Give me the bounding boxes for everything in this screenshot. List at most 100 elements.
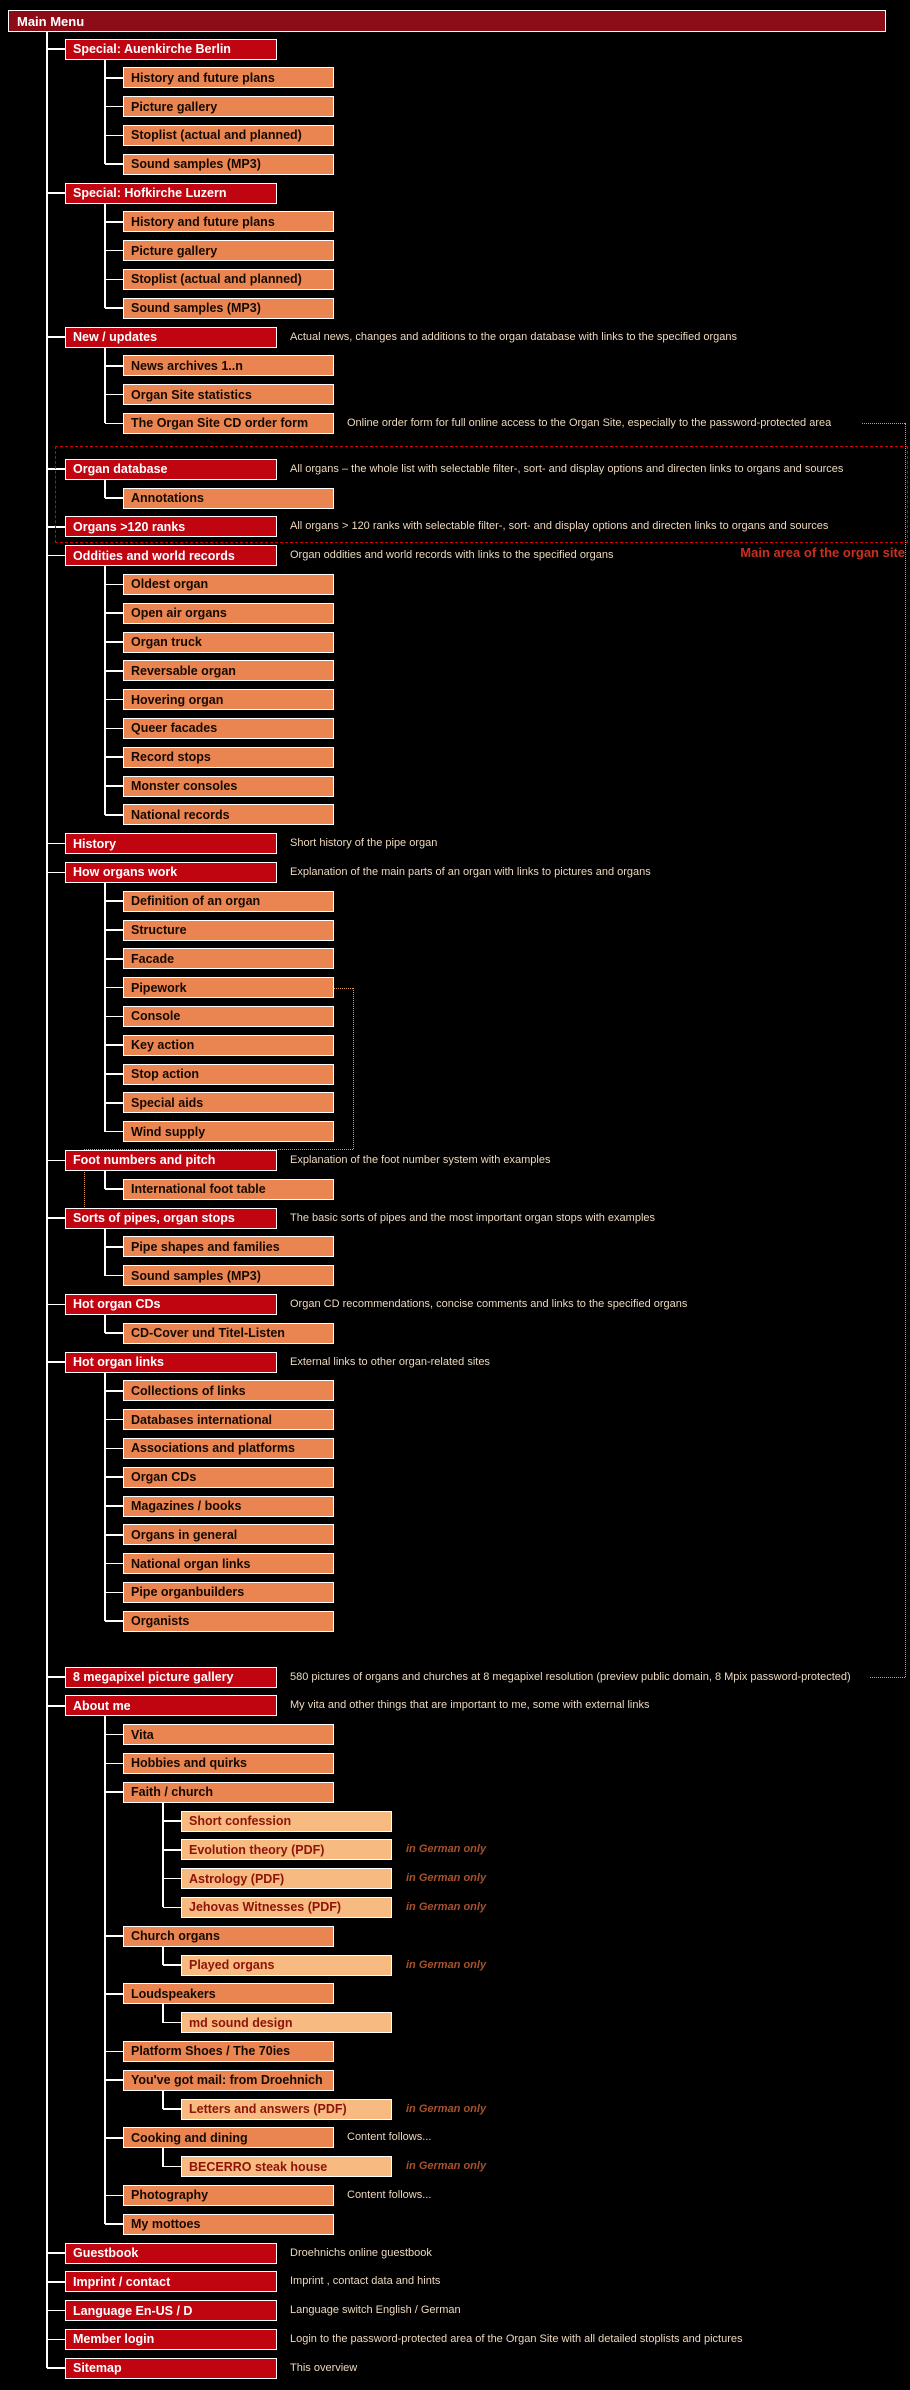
connector-line [47,1159,65,1162]
connector-line [47,842,65,845]
menu-item-organs-120-ranks[interactable]: Organs >120 ranks [65,516,277,538]
menu-item-history-and-future-plans[interactable]: History and future plans [123,211,334,233]
menu-item-sound-samples-mp3[interactable]: Sound samples (MP3) [123,153,334,175]
menu-item-history-and-future-plans[interactable]: History and future plans [123,67,334,89]
menu-item-pipe-organbuilders[interactable]: Pipe organbuilders [123,1581,334,1603]
menu-item-cd-cover-und-titel-listen[interactable]: CD-Cover und Titel-Listen [123,1322,334,1344]
menu-item-hot-organ-cds[interactable]: Hot organ CDs [65,1293,277,1315]
menu-item-associations-and-platforms[interactable]: Associations and platforms [123,1437,334,1459]
connector-line [162,2090,164,2109]
connector-line [104,479,106,498]
connector-line [105,307,123,309]
dotted-link-line [334,987,353,989]
menu-item-organs-in-general[interactable]: Organs in general [123,1524,334,1546]
menu-item-loudspeakers[interactable]: Loudspeakers [123,1983,334,2005]
menu-item-imprint-contact[interactable]: Imprint / contact [65,2271,277,2293]
menu-item-sorts-of-pipes-organ-stops[interactable]: Sorts of pipes, organ stops [65,1207,277,1229]
menu-item-special-aids[interactable]: Special aids [123,1092,334,1114]
menu-item-8-megapixel-picture-gallery[interactable]: 8 megapixel picture gallery [65,1666,277,1688]
menu-item-picture-gallery[interactable]: Picture gallery [123,240,334,262]
menu-item-evolution-theory-pdf[interactable]: Evolution theory (PDF) [181,1839,392,1861]
menu-item-stop-action[interactable]: Stop action [123,1063,334,1085]
connector-line [105,278,123,281]
menu-item-the-organ-site-cd-order-form[interactable]: The Organ Site CD order form [123,412,334,434]
menu-item-console[interactable]: Console [123,1005,334,1027]
item-annotation: Language switch English / German [290,2304,461,2317]
menu-item-cooking-and-dining[interactable]: Cooking and dining [123,2127,334,2149]
menu-item-picture-gallery[interactable]: Picture gallery [123,96,334,118]
menu-item-short-confession[interactable]: Short confession [181,1810,392,1832]
connector-line [47,48,65,50]
menu-item-facade[interactable]: Facade [123,948,334,970]
menu-item-oddities-and-world-records[interactable]: Oddities and world records [65,545,277,567]
menu-item-monster-consoles[interactable]: Monster consoles [123,775,334,797]
connector-line [105,77,123,79]
menu-item-organ-site-statistics[interactable]: Organ Site statistics [123,384,334,406]
connector-line [163,2021,181,2024]
menu-item-jehovas-witnesses-pdf[interactable]: Jehovas Witnesses (PDF) [181,1896,392,1918]
menu-item-organ-database[interactable]: Organ database [65,458,277,480]
menu-item-hot-organ-links[interactable]: Hot organ links [65,1351,277,1373]
menu-item-md-sound-design[interactable]: md sound design [181,2012,392,2034]
menu-item-wind-supply[interactable]: Wind supply [123,1121,334,1143]
connector-line [47,468,65,470]
menu-item-you-ve-got-mail-from-droehnich[interactable]: You've got mail: from Droehnich [123,2069,334,2091]
menu-item-church-organs[interactable]: Church organs [123,1925,334,1947]
menu-item-letters-and-answers-pdf[interactable]: Letters and answers (PDF) [181,2098,392,2120]
menu-item-record-stops[interactable]: Record stops [123,746,334,768]
menu-item-foot-numbers-and-pitch[interactable]: Foot numbers and pitch [65,1149,277,1171]
menu-item-platform-shoes-the-70ies[interactable]: Platform Shoes / The 70ies [123,2040,334,2062]
menu-item-key-action[interactable]: Key action [123,1034,334,1056]
menu-item-news-archives-1-n[interactable]: News archives 1..n [123,355,334,377]
menu-item-sound-samples-mp3[interactable]: Sound samples (MP3) [123,1265,334,1287]
menu-item-history[interactable]: History [65,833,277,855]
menu-item-annotations[interactable]: Annotations [123,487,334,509]
menu-item-how-organs-work[interactable]: How organs work [65,861,277,883]
menu-item-open-air-organs[interactable]: Open air organs [123,602,334,624]
connector-line [105,1130,123,1133]
menu-item-my-mottoes[interactable]: My mottoes [123,2213,334,2235]
menu-item-special-hofkirche-luzern[interactable]: Special: Hofkirche Luzern [65,182,277,204]
menu-item-sitemap[interactable]: Sitemap [65,2357,277,2379]
menu-item-language-en-us-d[interactable]: Language En-US / D [65,2300,277,2322]
menu-item-becerro-steak-house[interactable]: BECERRO steak house [181,2156,392,2178]
connector-line [104,347,106,424]
menu-item-hobbies-and-quirks[interactable]: Hobbies and quirks [123,1752,334,1774]
connector-line [104,1314,106,1334]
menu-item-databases-international[interactable]: Databases international [123,1409,334,1431]
menu-item-magazines-books[interactable]: Magazines / books [123,1495,334,1517]
menu-item-photography[interactable]: Photography [123,2184,334,2206]
menu-item-faith-church[interactable]: Faith / church [123,1781,334,1803]
menu-item-astrology-pdf[interactable]: Astrology (PDF) [181,1868,392,1890]
menu-item-pipework[interactable]: Pipework [123,977,334,999]
menu-item-oldest-organ[interactable]: Oldest organ [123,573,334,595]
menu-item-organ-truck[interactable]: Organ truck [123,631,334,653]
menu-item-structure[interactable]: Structure [123,919,334,941]
menu-item-organ-cds[interactable]: Organ CDs [123,1466,334,1488]
menu-item-sound-samples-mp3[interactable]: Sound samples (MP3) [123,297,334,319]
menu-item-queer-facades[interactable]: Queer facades [123,717,334,739]
connector-line [105,2079,123,2081]
dotted-link-line [862,423,905,425]
menu-item-collections-of-links[interactable]: Collections of links [123,1380,334,1402]
menu-item-pipe-shapes-and-families[interactable]: Pipe shapes and families [123,1236,334,1258]
connector-line [105,2223,123,2225]
menu-item-international-foot-table[interactable]: International foot table [123,1178,334,1200]
menu-item-reversable-organ[interactable]: Reversable organ [123,660,334,682]
menu-item-stoplist-actual-and-planned[interactable]: Stoplist (actual and planned) [123,268,334,290]
menu-item-national-organ-links[interactable]: National organ links [123,1553,334,1575]
menu-item-national-records[interactable]: National records [123,804,334,826]
menu-item-member-login[interactable]: Member login [65,2328,277,2350]
menu-item-about-me[interactable]: About me [65,1695,277,1717]
menu-item-stoplist-actual-and-planned[interactable]: Stoplist (actual and planned) [123,124,334,146]
menu-item-played-organs[interactable]: Played organs [181,1954,392,1976]
menu-item-guestbook[interactable]: Guestbook [65,2242,277,2264]
main-menu-title: Main Menu [17,13,85,29]
menu-item-organists[interactable]: Organists [123,1610,334,1632]
menu-item-new-updates[interactable]: New / updates [65,326,277,348]
menu-item-vita[interactable]: Vita [123,1724,334,1746]
menu-item-definition-of-an-organ[interactable]: Definition of an organ [123,890,334,912]
connector-line [105,105,123,108]
menu-item-hovering-organ[interactable]: Hovering organ [123,689,334,711]
menu-item-special-auenkirche-berlin[interactable]: Special: Auenkirche Berlin [65,38,277,60]
